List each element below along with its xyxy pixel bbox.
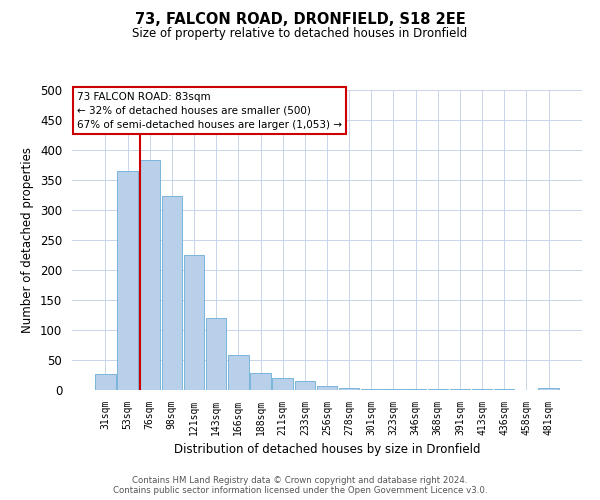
Y-axis label: Number of detached properties: Number of detached properties xyxy=(22,147,34,333)
Bar xyxy=(538,388,559,390)
Bar xyxy=(406,389,426,390)
Bar xyxy=(317,386,337,390)
X-axis label: Distribution of detached houses by size in Dronfield: Distribution of detached houses by size … xyxy=(174,444,480,456)
Bar xyxy=(339,388,359,390)
Bar xyxy=(228,355,248,390)
Text: Contains HM Land Registry data © Crown copyright and database right 2024.: Contains HM Land Registry data © Crown c… xyxy=(132,476,468,485)
Bar xyxy=(250,373,271,390)
Bar xyxy=(450,389,470,390)
Text: 73, FALCON ROAD, DRONFIELD, S18 2EE: 73, FALCON ROAD, DRONFIELD, S18 2EE xyxy=(134,12,466,28)
Bar xyxy=(295,381,315,390)
Bar xyxy=(118,171,138,390)
Text: Contains public sector information licensed under the Open Government Licence v3: Contains public sector information licen… xyxy=(113,486,487,495)
Bar xyxy=(428,389,448,390)
Bar xyxy=(472,389,493,390)
Bar xyxy=(161,196,182,390)
Bar xyxy=(383,389,404,390)
Bar xyxy=(140,160,160,390)
Bar xyxy=(206,318,226,390)
Bar xyxy=(272,378,293,390)
Bar xyxy=(184,255,204,390)
Bar xyxy=(95,374,116,390)
Bar xyxy=(361,389,382,390)
Text: 73 FALCON ROAD: 83sqm
← 32% of detached houses are smaller (500)
67% of semi-det: 73 FALCON ROAD: 83sqm ← 32% of detached … xyxy=(77,92,342,130)
Bar xyxy=(494,389,514,390)
Text: Size of property relative to detached houses in Dronfield: Size of property relative to detached ho… xyxy=(133,28,467,40)
